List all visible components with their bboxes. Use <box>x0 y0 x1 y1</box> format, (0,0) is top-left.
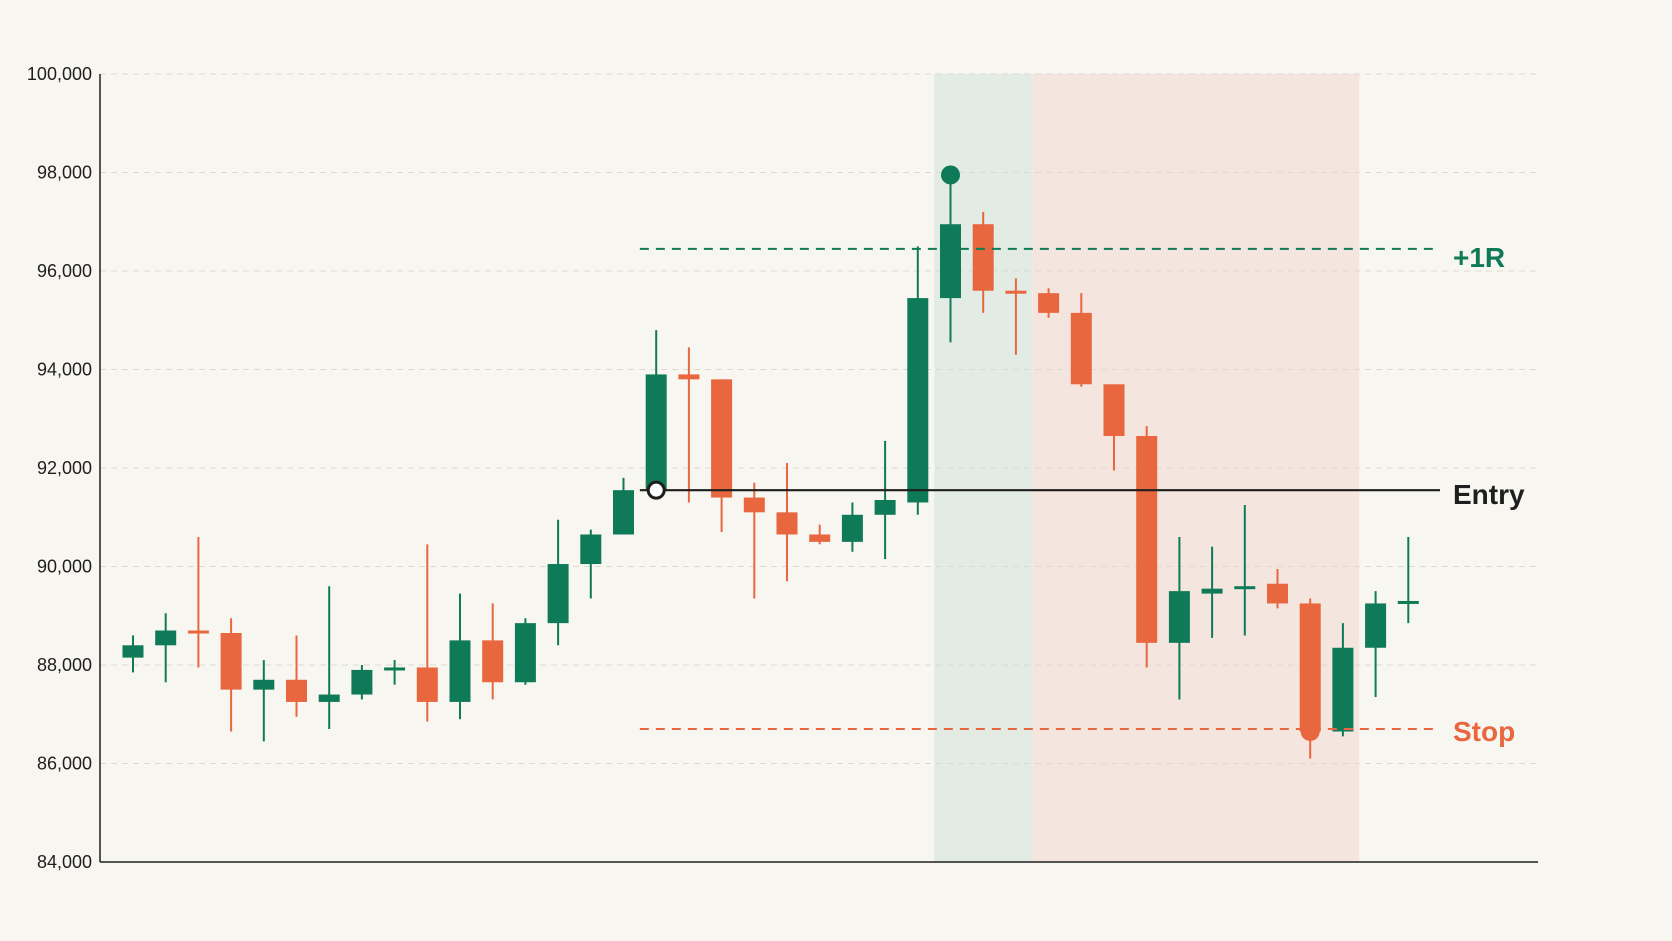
candle-up <box>318 694 340 702</box>
candle-up <box>907 298 929 503</box>
entry-label: Entry <box>1453 479 1525 510</box>
candle-down <box>1103 384 1125 436</box>
candle-down <box>220 632 242 690</box>
y-tick-label: 90,000 <box>37 557 92 577</box>
high-marker <box>941 165 960 185</box>
candle-up <box>874 500 896 515</box>
y-tick-label: 88,000 <box>37 655 92 675</box>
candle-up <box>351 669 373 695</box>
candle-down <box>1299 603 1321 732</box>
candle-down <box>809 534 831 542</box>
candle-down <box>972 224 994 291</box>
labels-layer: +1R Entry Stop <box>1453 242 1525 747</box>
candle-down <box>1136 435 1158 643</box>
candle-up <box>1365 603 1387 648</box>
candle-up <box>449 640 471 702</box>
candle-down <box>1005 290 1027 294</box>
candles-layer <box>122 182 1419 759</box>
candle-down <box>1070 312 1092 385</box>
y-tick-label: 94,000 <box>37 360 92 380</box>
grid-layer <box>100 73 1538 764</box>
candle-down <box>711 379 733 498</box>
markers-layer <box>646 165 1320 741</box>
candle-up <box>580 534 602 565</box>
y-tick-label: 84,000 <box>37 852 92 872</box>
candle-up <box>547 564 569 624</box>
candle-down <box>1038 293 1060 313</box>
candle-up <box>645 374 667 491</box>
candle-down <box>482 640 504 683</box>
candle-up <box>940 224 961 299</box>
candle-up <box>1397 600 1419 604</box>
y-tick-label: 86,000 <box>37 754 92 774</box>
candle-down <box>187 630 209 634</box>
candle-up <box>253 679 275 690</box>
candle-down <box>416 667 438 702</box>
axis-layer: 100,000 98,000 96,000 94,000 92,000 90,000 88,… <box>27 64 1538 872</box>
candle-down <box>1267 583 1288 604</box>
stop-label: Stop <box>1453 716 1515 747</box>
entry-marker <box>646 480 666 500</box>
candle-up <box>1234 586 1256 590</box>
candle-up <box>841 514 863 542</box>
candle-up <box>514 623 536 683</box>
candle-up <box>1168 591 1190 643</box>
y-tick-label: 100,000 <box>27 64 92 84</box>
candle-down <box>678 374 700 380</box>
target-label: +1R <box>1453 242 1505 273</box>
candle-up <box>613 490 634 535</box>
candle-down <box>743 497 765 513</box>
stop-hit-marker <box>1300 721 1320 741</box>
candle-down <box>286 679 307 702</box>
candle-up <box>1201 588 1223 594</box>
y-tick-label: 92,000 <box>37 458 92 478</box>
candle-up <box>1332 647 1354 732</box>
candle-down <box>776 512 798 535</box>
candle-up <box>155 630 177 646</box>
candle-up <box>122 645 144 658</box>
y-tick-label: 96,000 <box>37 261 92 281</box>
y-tick-label: 98,000 <box>37 163 92 183</box>
candle-up <box>384 667 406 671</box>
